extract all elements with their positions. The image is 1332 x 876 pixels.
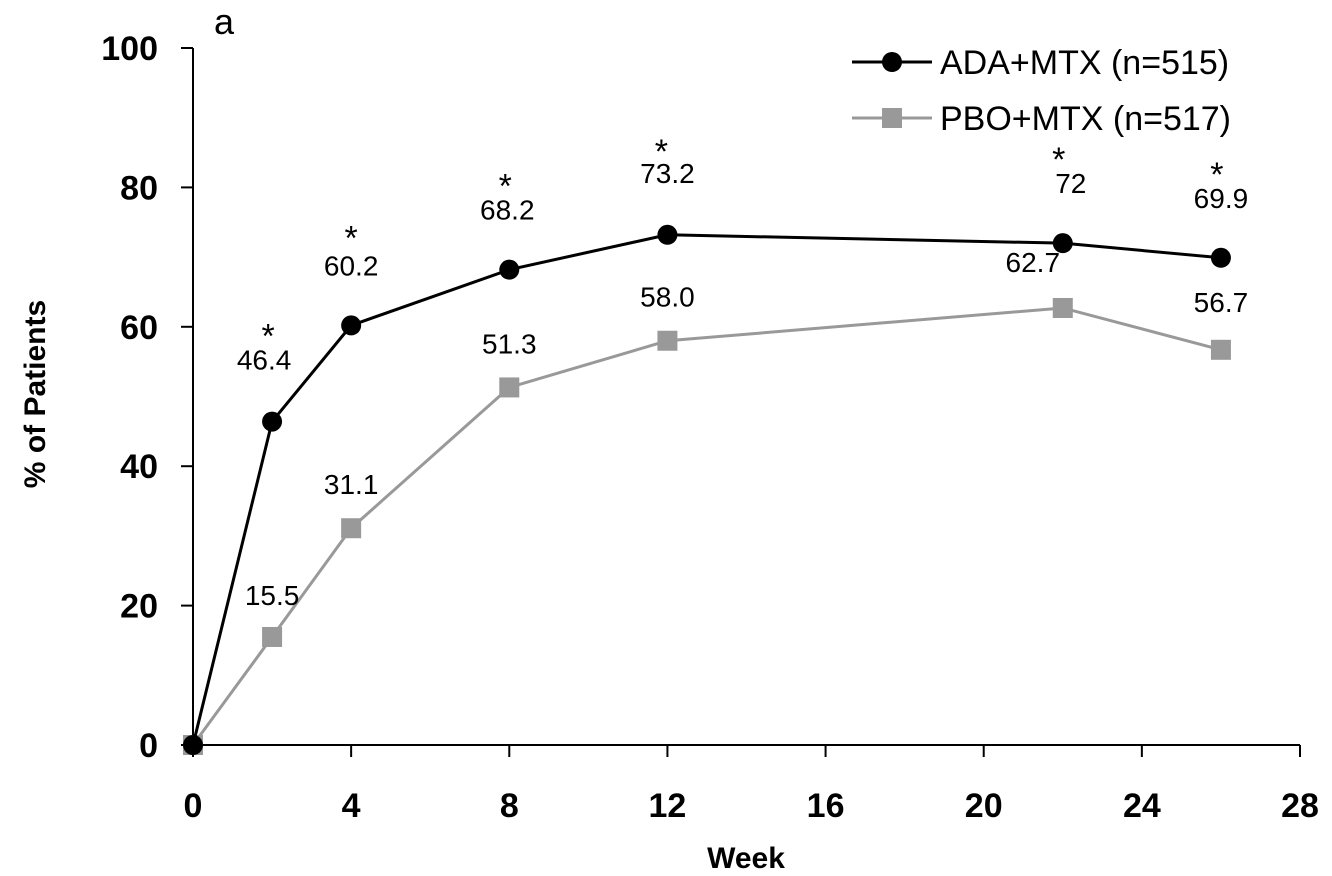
y-tick-label: 80	[120, 169, 158, 207]
data-point-pbo-mtx	[1210, 339, 1231, 360]
legend-marker-circle	[882, 52, 902, 72]
x-tick-label: 4	[342, 787, 361, 825]
y-tick-label: 40	[120, 448, 158, 486]
panel-label: a	[214, 1, 235, 42]
x-tick-label: 0	[184, 787, 203, 825]
data-point-ada-mtx	[183, 735, 203, 755]
data-point-ada-mtx	[657, 224, 678, 245]
data-label-pbo-mtx: 15.5	[245, 580, 300, 611]
legend-label: ADA+MTX (n=515)	[940, 44, 1229, 82]
significance-marker: *	[1210, 156, 1223, 194]
series-layer	[183, 224, 1231, 755]
significance-marker: *	[1052, 141, 1065, 179]
legend: ADA+MTX (n=515) PBO+MTX (n=517)	[852, 44, 1231, 138]
data-point-pbo-mtx	[341, 518, 362, 539]
y-tick-label: 100	[101, 30, 158, 68]
data-point-ada-mtx	[341, 315, 362, 336]
data-label-pbo-mtx: 62.7	[1006, 247, 1061, 278]
x-tick-label: 28	[1281, 787, 1319, 825]
data-label-pbo-mtx: 58.0	[640, 282, 695, 313]
x-tick-label: 12	[649, 787, 687, 825]
data-point-pbo-mtx	[657, 330, 678, 351]
y-tick-label: 0	[139, 727, 158, 765]
y-tick-label: 20	[120, 588, 158, 626]
data-label-ada-mtx: 68.2	[480, 195, 535, 226]
data-label-ada-mtx: 60.2	[324, 250, 379, 281]
data-label-pbo-mtx: 51.3	[482, 328, 537, 359]
x-tick-label: 16	[807, 787, 845, 825]
data-label-ada-mtx: 69.9	[1194, 183, 1249, 214]
data-label-ada-mtx: 73.2	[640, 158, 695, 189]
data-point-pbo-mtx	[499, 377, 520, 398]
data-label-pbo-mtx: 31.1	[324, 469, 379, 500]
significance-marker: *	[655, 133, 668, 171]
data-point-ada-mtx	[499, 259, 520, 280]
data-label-ada-mtx: 72	[1055, 168, 1086, 199]
x-tick-label: 24	[1123, 787, 1161, 825]
legend-marker-square	[882, 108, 902, 128]
data-point-pbo-mtx	[262, 626, 283, 647]
x-tick-label: 20	[965, 787, 1003, 825]
axes: 0 20 40 60 80 100 0 4 8 12 16 20 24 28	[101, 30, 1319, 825]
data-label-ada-mtx: 46.4	[237, 345, 292, 376]
data-label-pbo-mtx: 56.7	[1194, 287, 1249, 318]
legend-label: PBO+MTX (n=517)	[940, 100, 1231, 138]
x-tick-label: 8	[500, 787, 519, 825]
data-point-ada-mtx	[1210, 247, 1231, 268]
significance-marker: *	[345, 219, 358, 257]
x-axis-title: Week	[707, 842, 785, 875]
y-tick-label: 60	[120, 309, 158, 347]
y-axis-title: % of Patients	[19, 300, 52, 488]
significance-marker: *	[499, 168, 512, 206]
data-point-pbo-mtx	[1052, 297, 1073, 318]
significance-marker: *	[261, 318, 274, 356]
data-labels: 46.460.268.273.2 72 69.9**** * *15.531.151.3…	[237, 133, 1248, 611]
data-point-ada-mtx	[262, 411, 283, 432]
data-point-ada-mtx	[1052, 233, 1073, 254]
